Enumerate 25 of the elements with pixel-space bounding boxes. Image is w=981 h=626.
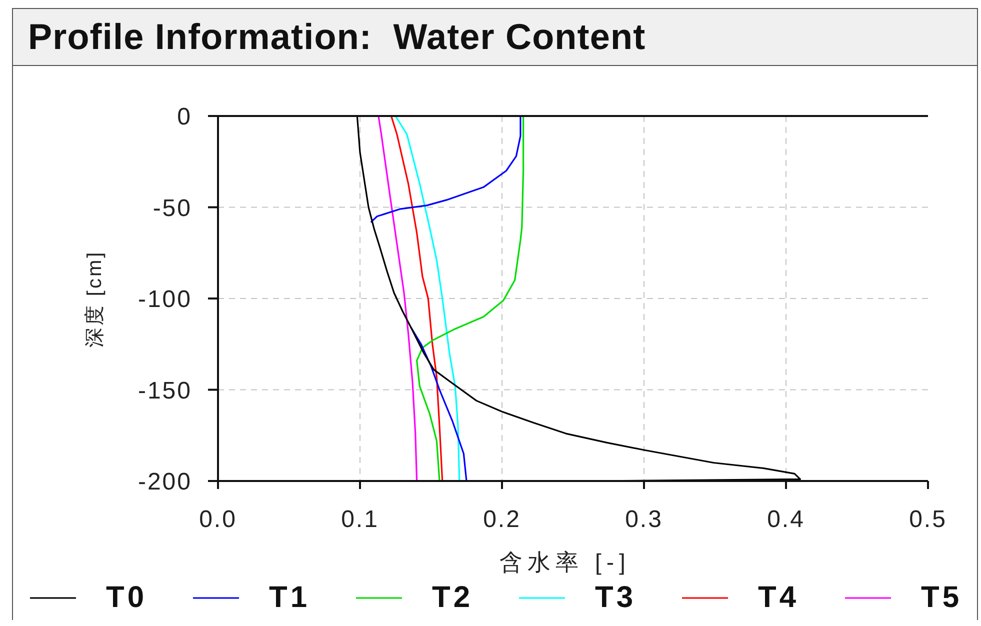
line-series: [356, 116, 801, 481]
legend-label: T5: [921, 580, 962, 616]
legend-label: T4: [758, 580, 800, 616]
legend-label: T2: [432, 580, 474, 616]
y-tick-label: -100: [138, 286, 192, 314]
legend-label: T1: [269, 580, 310, 616]
x-tick-label: 0.4: [767, 506, 805, 534]
x-axis-title: 含水率 [-]: [498, 548, 632, 577]
y-tick-label: 0: [177, 104, 192, 131]
line-series: [390, 116, 444, 481]
chart-title: Profile Information: Water Content: [13, 9, 977, 66]
legend-label: T3: [595, 580, 636, 616]
y-axis-title: 深度 [cm]: [83, 250, 107, 348]
x-tick-label: 0.3: [625, 506, 663, 534]
y-tick-label: -50: [152, 194, 192, 222]
x-tick-label: 0.2: [483, 506, 521, 534]
x-tick-label: 0.0: [199, 506, 237, 534]
y-tick-label: -200: [138, 468, 192, 496]
line-series: [394, 116, 460, 481]
x-tick-label: 0.1: [341, 506, 379, 534]
line-series: [378, 116, 418, 481]
y-tick-label: -150: [138, 377, 192, 404]
x-tick-label: 0.5: [909, 506, 947, 534]
line-series: [416, 116, 524, 481]
legend-label: T0: [106, 580, 148, 616]
